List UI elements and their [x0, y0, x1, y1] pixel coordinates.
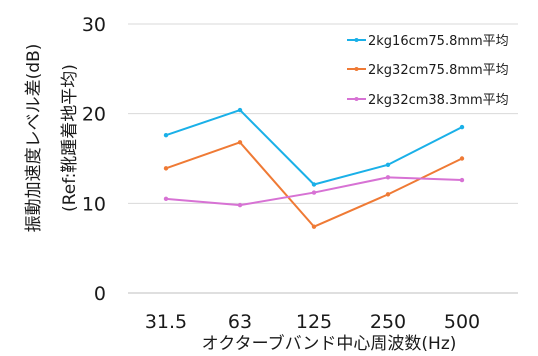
series-2 — [163, 140, 465, 229]
data-point — [385, 175, 391, 180]
y-tick-label: 30 — [82, 14, 106, 36]
data-point — [311, 224, 317, 229]
x-tick-label: 63 — [228, 311, 252, 333]
series-1 — [163, 107, 465, 187]
data-point — [459, 156, 465, 161]
x-axis-title: オクターブバンド中心周波数(Hz) — [202, 333, 457, 354]
x-tick-label: 31.5 — [145, 311, 187, 333]
legend-item: 2kg32cm75.8mm平均 — [347, 63, 509, 78]
legend-label: 2kg32cm38.3mm平均 — [368, 93, 509, 108]
series-3 — [163, 175, 465, 208]
legend: 2kg16cm75.8mm平均 2kg32cm75.8mm平均 2kg32cm38.… — [347, 34, 509, 108]
y-tick-label: 20 — [82, 104, 106, 126]
data-point — [311, 182, 317, 187]
legend-label: 2kg16cm75.8mm平均 — [368, 34, 509, 49]
y-axis-title: 振動加速度レベル差(dB) — [24, 44, 44, 233]
legend-item: 2kg16cm75.8mm平均 — [347, 34, 509, 49]
data-point — [163, 132, 169, 138]
legend-marker — [354, 97, 359, 101]
data-point — [163, 196, 169, 202]
y-tick-label: 10 — [82, 193, 106, 215]
data-point — [311, 190, 317, 195]
x-tick-label: 125 — [296, 311, 332, 333]
data-point — [459, 124, 465, 130]
x-tick-label: 250 — [370, 311, 406, 333]
y-axis-title-reference: (Ref:靴踵着地平均) — [60, 64, 80, 212]
gridlines — [128, 23, 518, 294]
data-point — [385, 162, 391, 167]
x-tick-labels: 31.5 63 125 250 500 — [145, 311, 480, 333]
legend-item: 2kg32cm38.3mm平均 — [347, 93, 509, 108]
x-tick-label: 500 — [444, 311, 480, 333]
legend-label: 2kg32cm75.8mm平均 — [368, 63, 509, 78]
y-tick-label: 0 — [94, 283, 106, 305]
series-line — [165, 109, 463, 186]
series-lines — [163, 107, 465, 229]
data-point — [385, 192, 391, 197]
data-point — [237, 202, 243, 208]
y-tick-labels: 0 10 20 30 — [82, 14, 106, 305]
data-point — [237, 107, 243, 113]
data-point — [459, 177, 465, 183]
legend-marker — [354, 38, 359, 42]
legend-marker — [354, 67, 359, 71]
data-point — [163, 166, 169, 171]
data-point — [237, 140, 243, 145]
